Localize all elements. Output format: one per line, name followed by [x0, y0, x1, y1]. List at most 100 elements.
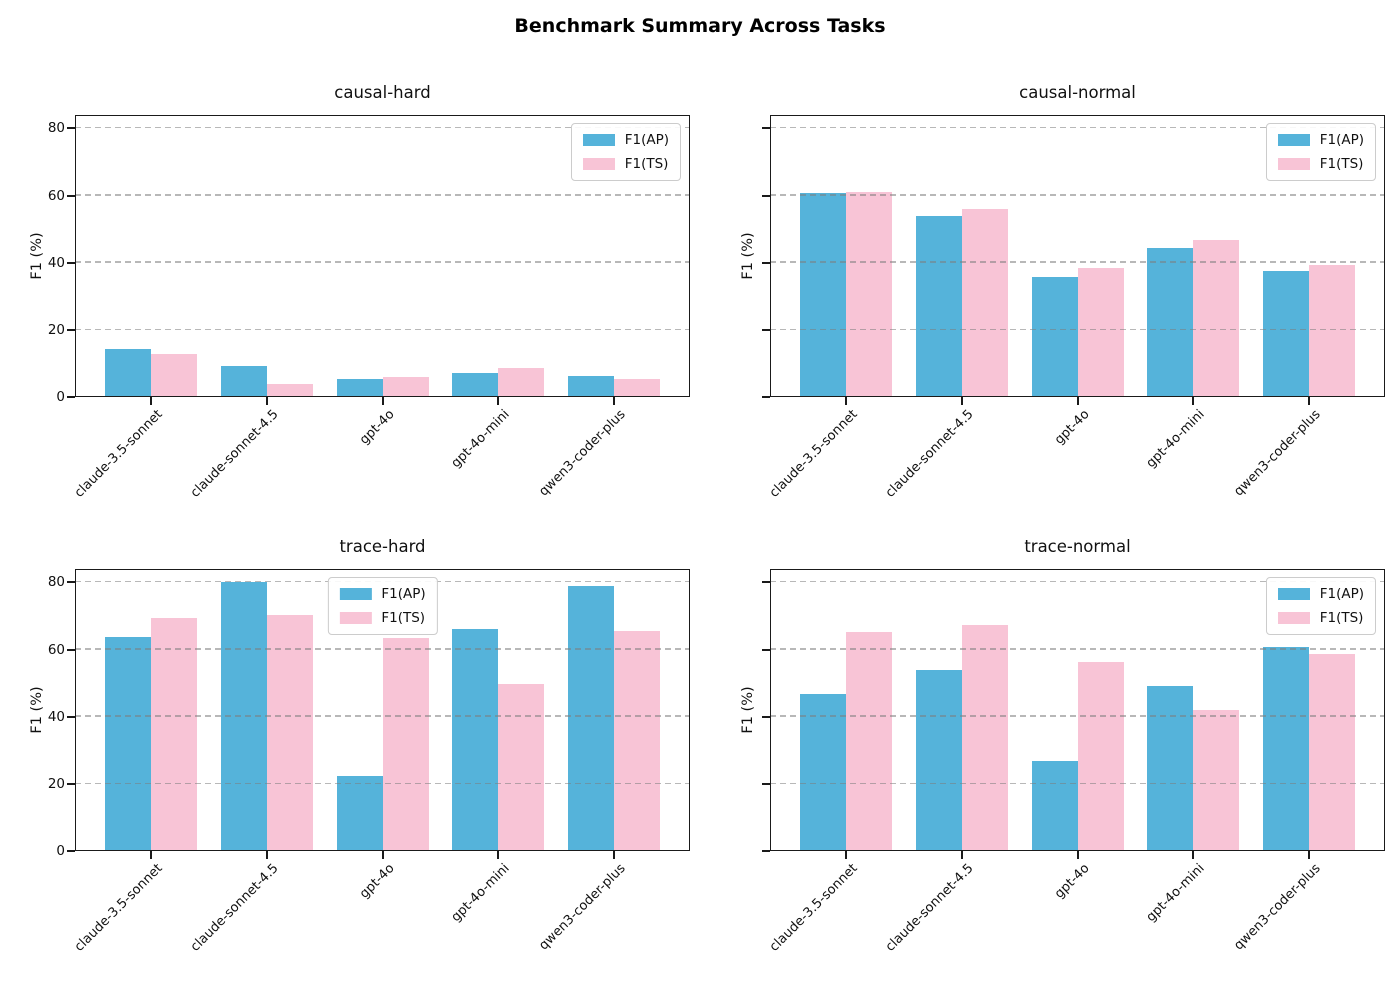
bar-f1-ap-claude-sonnet-4.5: [220, 366, 267, 397]
x-tick-label: gpt-4o-mini: [448, 861, 513, 926]
figure-title: Benchmark Summary Across Tasks: [514, 15, 886, 37]
gridline-60: [770, 648, 1385, 650]
y-tick: [67, 396, 75, 398]
x-tick-label: qwen3-coder-plus: [536, 407, 629, 500]
x-tick-label: gpt-4o: [1051, 861, 1093, 902]
bar-f1-ts-gpt-4o-mini: [1193, 710, 1240, 851]
y-tick: [67, 715, 75, 718]
bar-f1-ts-qwen3-coder-plus: [614, 631, 660, 851]
gridline-60: [75, 194, 690, 196]
bar-f1-ap-gpt-4o: [336, 775, 383, 851]
x-tick-label: gpt-4o-mini: [1143, 407, 1208, 472]
x-tick: [381, 851, 384, 859]
legend-label: F1(TS): [1319, 610, 1364, 626]
subplot-title: causal-normal: [1019, 83, 1136, 102]
y-tick: [67, 194, 75, 197]
y-tick: [762, 715, 770, 718]
legend-swatch-icon: [582, 158, 615, 170]
y-tick: [67, 648, 75, 651]
legend: F1(AP) F1(TS): [1265, 577, 1376, 635]
subplot-trace-hard: trace-hard F1 (%) 0 20 40 60 80 claude-3.5-sonn…: [29, 537, 690, 955]
bar-f1-ap-qwen3-coder-plus: [1263, 271, 1309, 397]
bar-f1-ap-claude-3.5-sonnet: [105, 636, 151, 851]
gridline-40: [75, 715, 690, 717]
gridline-20: [770, 782, 1385, 784]
y-tick-label: 40: [47, 254, 65, 271]
bar-f1-ts-qwen3-coder-plus: [1309, 265, 1355, 397]
x-tick-label: qwen3-coder-plus: [1231, 407, 1324, 500]
legend-item-f1-ts-: F1(TS): [582, 156, 669, 172]
legend-item-f1-ap-: F1(AP): [582, 132, 669, 148]
bar-f1-ap-claude-3.5-sonnet: [800, 192, 846, 397]
bar-f1-ap-gpt-4o-mini: [452, 373, 499, 397]
x-tick-label: qwen3-coder-plus: [536, 861, 629, 954]
legend-label: F1(AP): [381, 586, 426, 602]
y-tick: [67, 850, 75, 852]
bar-f1-ts-gpt-4o-mini: [1193, 239, 1240, 397]
bar-f1-ap-gpt-4o: [1031, 761, 1078, 851]
legend-swatch-icon: [582, 134, 615, 146]
y-axis-label: F1 (%): [740, 232, 756, 280]
bar-f1-ap-gpt-4o: [1031, 276, 1078, 397]
plot-area: [75, 115, 690, 397]
bar-f1-ts-gpt-4o: [1077, 662, 1124, 851]
legend-swatch-icon: [1277, 134, 1310, 146]
x-tick: [1076, 851, 1079, 859]
gridline-20: [75, 328, 690, 330]
legend-label: F1(AP): [624, 132, 669, 148]
bar-f1-ap-claude-sonnet-4.5: [915, 670, 962, 851]
legend-swatch-icon: [339, 588, 372, 600]
gridline-20: [75, 782, 690, 784]
subplot-causal-hard: causal-hard F1 (%) 0 20 40 60 80 claude-3.5-son…: [29, 83, 690, 501]
legend-swatch-icon: [339, 612, 372, 624]
y-tick-label: 40: [47, 708, 65, 725]
bar-f1-ts-claude-3.5-sonnet: [846, 632, 892, 851]
y-tick-label: 0: [56, 843, 65, 859]
y-tick-label: 20: [47, 321, 65, 338]
y-tick-label: 0: [56, 389, 65, 405]
y-tick: [762, 581, 770, 584]
bar-f1-ts-claude-3.5-sonnet: [151, 617, 197, 851]
x-tick: [150, 397, 152, 405]
x-tick: [845, 851, 847, 859]
legend-item-f1-ap-: F1(AP): [1277, 132, 1364, 148]
legend-item-f1-ts-: F1(TS): [1277, 610, 1364, 626]
bar-f1-ts-claude-sonnet-4.5: [961, 625, 1008, 851]
y-tick: [67, 261, 75, 264]
x-tick: [1308, 397, 1310, 405]
subplot-trace-normal: trace-normal F1 (%) claude-3.5-sonnet claud…: [740, 537, 1385, 955]
gridline-80: [770, 127, 1385, 129]
gridline-60: [75, 648, 690, 650]
x-tick: [381, 397, 384, 405]
legend-label: F1(TS): [1319, 156, 1364, 172]
bar-f1-ts-qwen3-coder-plus: [1309, 653, 1355, 851]
legend-swatch-icon: [1277, 612, 1310, 624]
x-tick-label: claude-sonnet-4.5: [187, 407, 282, 501]
y-tick: [762, 782, 770, 785]
y-tick-label: 20: [47, 775, 65, 792]
legend-label: F1(TS): [624, 156, 669, 172]
legend: F1(AP) F1(TS): [1265, 123, 1376, 181]
y-tick-label: 60: [47, 187, 65, 204]
bar-f1-ts-claude-3.5-sonnet: [151, 354, 197, 397]
subplot-title: causal-hard: [334, 83, 431, 102]
y-tick: [762, 194, 770, 197]
y-tick-label: 60: [47, 641, 65, 658]
legend-label: F1(TS): [381, 610, 426, 626]
bar-f1-ap-gpt-4o-mini: [1147, 247, 1194, 397]
x-tick: [265, 851, 268, 859]
x-tick: [150, 851, 152, 859]
y-tick-label: 80: [47, 120, 65, 137]
legend-item-f1-ts-: F1(TS): [339, 610, 425, 626]
x-tick: [1308, 851, 1310, 859]
bar-f1-ap-qwen3-coder-plus: [568, 586, 614, 851]
y-tick: [67, 581, 75, 584]
bar-f1-ap-gpt-4o-mini: [1147, 685, 1194, 851]
bar-f1-ts-qwen3-coder-plus: [614, 378, 660, 397]
y-tick: [762, 261, 770, 264]
bar-f1-ap-qwen3-coder-plus: [568, 375, 614, 397]
x-tick: [497, 397, 500, 405]
gridline-80: [75, 127, 690, 129]
x-tick-label: claude-3.5-sonnet: [766, 407, 861, 501]
subplot-title: trace-normal: [1024, 537, 1131, 556]
